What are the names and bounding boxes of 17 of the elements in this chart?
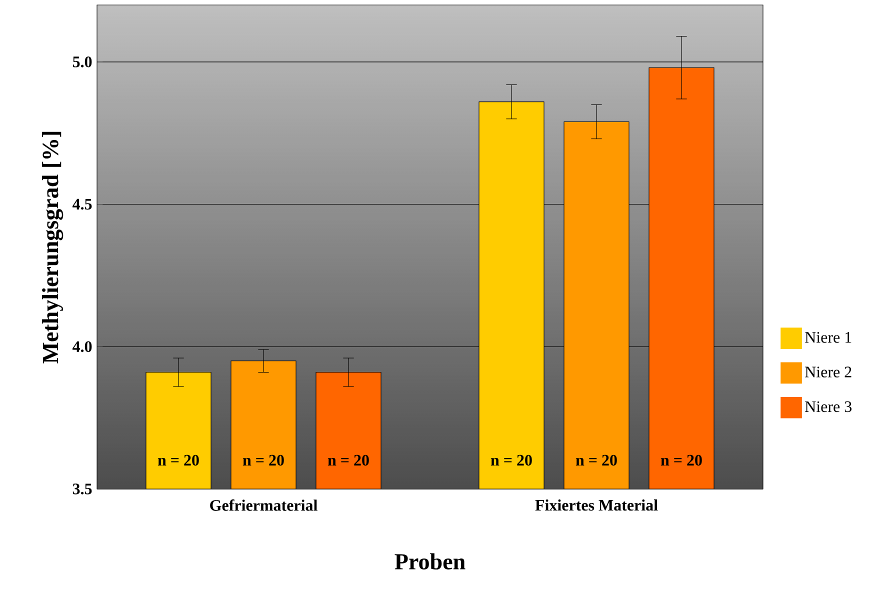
- x-tick-label: Fixiertes Material: [535, 499, 658, 511]
- x-axis-title: Proben: [394, 553, 466, 570]
- y-tick-label: 4.0: [72, 341, 92, 352]
- annotation: n = 20: [328, 454, 369, 466]
- annotation: n = 20: [242, 454, 284, 466]
- legend-label: Niere 3: [805, 401, 852, 412]
- x-tick-label: Gefriermaterial: [210, 499, 318, 511]
- y-tick-label: 4.5: [72, 198, 92, 210]
- y-tick-label: 3.5: [72, 484, 92, 494]
- annotation: n = 20: [576, 454, 617, 466]
- annotation: n = 20: [158, 454, 199, 466]
- annotation: n = 20: [660, 454, 702, 466]
- legend-label: Niere 1: [805, 332, 852, 343]
- y-tick-label: 5.0: [72, 56, 92, 68]
- legend-label: Niere 2: [805, 366, 852, 378]
- annotation: n = 20: [490, 454, 532, 466]
- y-axis-title: Methylierungsgrad [%]: [42, 132, 64, 364]
